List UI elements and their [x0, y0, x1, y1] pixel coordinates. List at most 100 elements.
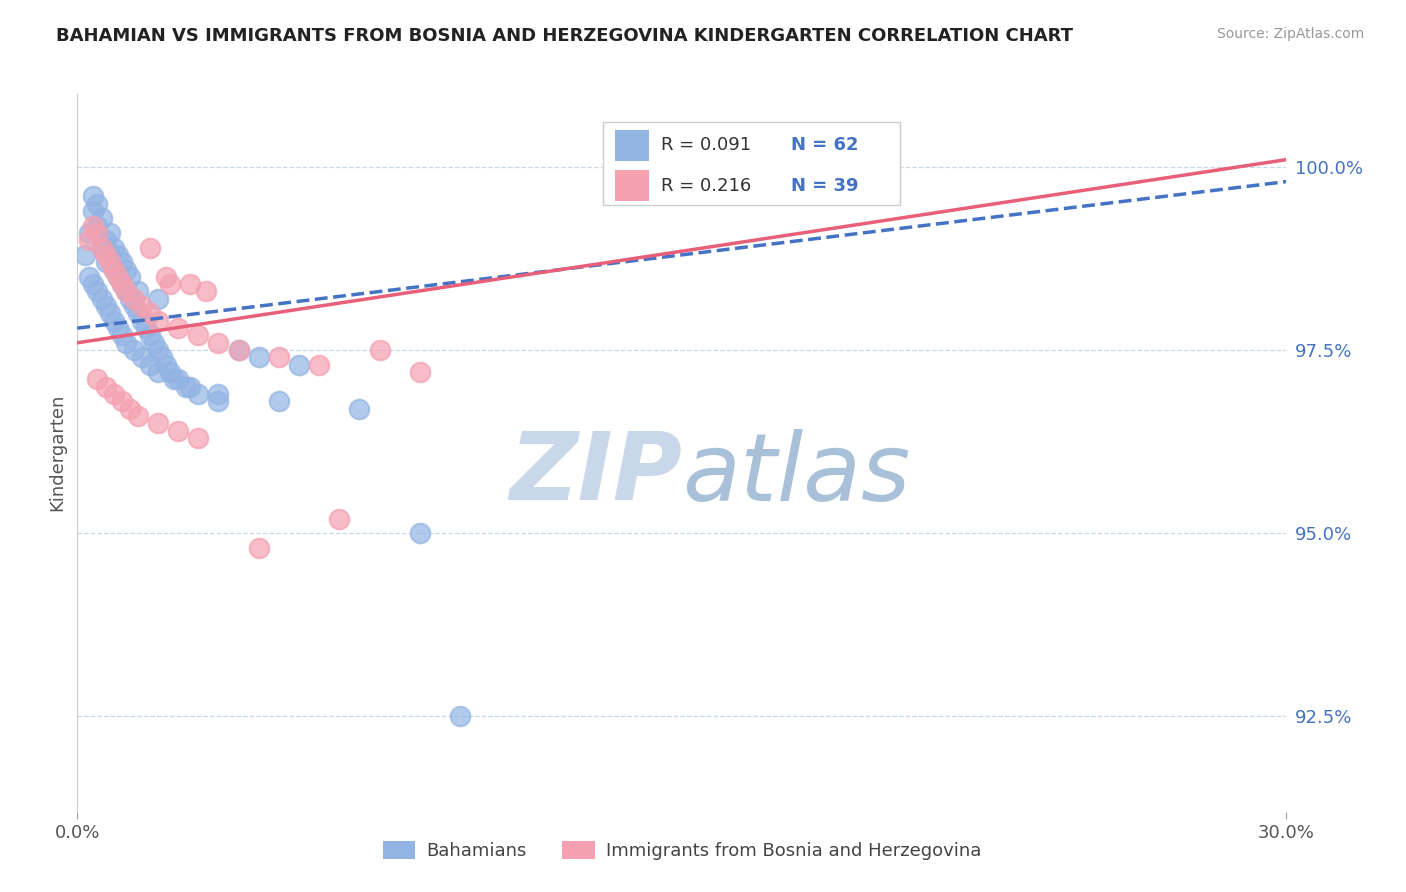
- Point: [82, 277, 104, 292]
- Point: [98, 226, 121, 240]
- Point: [651, 160, 673, 174]
- Text: atlas: atlas: [682, 429, 910, 520]
- Point: [118, 401, 141, 416]
- Point: [86, 372, 108, 386]
- Point: [139, 306, 162, 320]
- Point: [90, 211, 112, 226]
- Point: [288, 358, 311, 372]
- Point: [127, 306, 149, 320]
- Point: [114, 335, 136, 350]
- Point: [167, 424, 190, 438]
- Point: [111, 277, 134, 292]
- Point: [111, 328, 134, 343]
- Point: [159, 365, 181, 379]
- Point: [103, 314, 125, 328]
- Point: [94, 248, 117, 262]
- Point: [228, 343, 250, 357]
- Point: [187, 387, 209, 401]
- Point: [146, 417, 169, 431]
- Point: [82, 189, 104, 203]
- Legend: Bahamians, Immigrants from Bosnia and Herzegovina: Bahamians, Immigrants from Bosnia and He…: [375, 833, 988, 867]
- Point: [139, 240, 162, 254]
- Text: N = 39: N = 39: [790, 177, 858, 194]
- Point: [94, 299, 117, 313]
- Point: [79, 269, 101, 284]
- Point: [94, 380, 117, 394]
- Point: [207, 335, 229, 350]
- Point: [118, 292, 141, 306]
- Text: R = 0.091: R = 0.091: [661, 136, 751, 154]
- Point: [146, 292, 169, 306]
- Point: [139, 358, 162, 372]
- Point: [146, 365, 169, 379]
- Point: [247, 541, 270, 555]
- Point: [131, 314, 153, 328]
- Point: [207, 394, 229, 409]
- Point: [94, 255, 117, 269]
- Point: [195, 285, 218, 299]
- Point: [131, 299, 153, 313]
- Point: [111, 277, 134, 292]
- Point: [82, 219, 104, 233]
- Point: [122, 292, 145, 306]
- Point: [267, 351, 290, 365]
- Point: [349, 401, 371, 416]
- Point: [179, 277, 201, 292]
- Text: Source: ZipAtlas.com: Source: ZipAtlas.com: [1216, 27, 1364, 41]
- Point: [103, 387, 125, 401]
- Point: [86, 285, 108, 299]
- Point: [146, 343, 169, 357]
- Point: [155, 358, 177, 372]
- Point: [150, 351, 173, 365]
- Point: [107, 269, 129, 284]
- Point: [98, 248, 121, 262]
- Point: [118, 269, 141, 284]
- Point: [122, 343, 145, 357]
- Point: [308, 358, 330, 372]
- Point: [146, 314, 169, 328]
- Point: [409, 526, 432, 541]
- Text: ZIP: ZIP: [509, 428, 682, 520]
- Point: [103, 262, 125, 277]
- Point: [79, 226, 101, 240]
- Point: [114, 285, 136, 299]
- Text: BAHAMIAN VS IMMIGRANTS FROM BOSNIA AND HERZEGOVINA KINDERGARTEN CORRELATION CHAR: BAHAMIAN VS IMMIGRANTS FROM BOSNIA AND H…: [56, 27, 1073, 45]
- Y-axis label: Kindergarten: Kindergarten: [48, 394, 66, 511]
- FancyBboxPatch shape: [616, 169, 650, 202]
- Point: [90, 240, 112, 254]
- Point: [111, 255, 134, 269]
- Point: [179, 380, 201, 394]
- Point: [107, 248, 129, 262]
- FancyBboxPatch shape: [616, 129, 650, 161]
- Point: [90, 240, 112, 254]
- Point: [131, 351, 153, 365]
- Text: R = 0.216: R = 0.216: [661, 177, 752, 194]
- Point: [127, 285, 149, 299]
- Point: [98, 306, 121, 320]
- Point: [155, 269, 177, 284]
- Point: [368, 343, 391, 357]
- Point: [94, 233, 117, 247]
- Point: [98, 255, 121, 269]
- Point: [328, 511, 350, 525]
- Point: [187, 328, 209, 343]
- Point: [86, 226, 108, 240]
- Point: [267, 394, 290, 409]
- Point: [114, 262, 136, 277]
- Point: [122, 299, 145, 313]
- Point: [107, 269, 129, 284]
- Point: [139, 328, 162, 343]
- Point: [75, 248, 97, 262]
- Point: [167, 321, 190, 335]
- Point: [167, 372, 190, 386]
- Point: [207, 387, 229, 401]
- Point: [86, 196, 108, 211]
- Point: [86, 219, 108, 233]
- Point: [127, 409, 149, 423]
- Point: [90, 292, 112, 306]
- Point: [114, 285, 136, 299]
- Point: [247, 351, 270, 365]
- Point: [107, 321, 129, 335]
- Point: [103, 262, 125, 277]
- FancyBboxPatch shape: [603, 122, 900, 205]
